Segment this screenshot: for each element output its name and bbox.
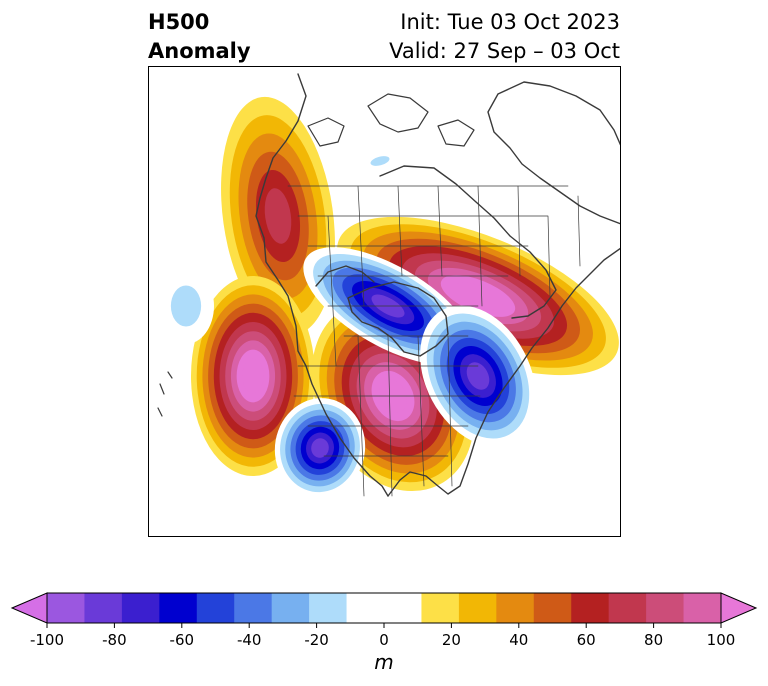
admin-boundaries xyxy=(287,185,581,497)
colorbar-swatch xyxy=(608,593,647,623)
colorbar-tick-label: 100 xyxy=(707,631,736,649)
coastline xyxy=(367,93,429,133)
anomaly-contour xyxy=(242,358,264,394)
anomaly-contour xyxy=(466,362,490,390)
init-time: Init: Tue 03 Oct 2023 xyxy=(400,10,620,34)
field-name: H500 xyxy=(148,10,210,34)
colorbar-extend-low xyxy=(10,592,48,624)
colorbar: -100 -80 -60 -40 -20 0 20 40 60 80 100 m xyxy=(10,592,758,674)
coastline xyxy=(487,81,621,225)
anomaly-contour xyxy=(311,438,329,458)
title-right: Init: Tue 03 Oct 2023 Valid: 27 Sep – 03… xyxy=(389,8,620,66)
colorbar-swatch xyxy=(571,593,610,623)
anomaly-contour xyxy=(264,188,292,244)
colorbar-tick-label: 80 xyxy=(644,631,663,649)
colorbar-swatch xyxy=(384,593,422,623)
trough-anomaly xyxy=(420,305,536,447)
valid-period: Valid: 27 Sep – 03 Oct xyxy=(389,39,620,63)
anomaly-contour xyxy=(453,282,503,310)
colorbar-swatch xyxy=(683,593,722,623)
ridge-anomaly xyxy=(221,96,335,336)
colorbar-swatch xyxy=(346,593,385,623)
trough-anomaly xyxy=(274,398,366,498)
colorbar-tick-label: -20 xyxy=(304,631,329,649)
coastline xyxy=(437,119,475,147)
colorbar-swatch xyxy=(421,593,460,623)
colorbar-swatch xyxy=(533,593,572,623)
field-type: Anomaly xyxy=(148,39,251,63)
colorbar-swatch xyxy=(159,593,198,623)
colorbar-tick-label: -60 xyxy=(170,631,195,649)
colorbar-swatch xyxy=(84,593,123,623)
colorbar-swatch xyxy=(196,593,235,623)
colorbar-swatch xyxy=(458,593,497,623)
colorbar-tick-label: 20 xyxy=(442,631,461,649)
ridge-anomaly xyxy=(337,216,619,376)
title-left: H500 Anomaly xyxy=(148,8,251,66)
colorbar-swatch xyxy=(271,593,310,623)
colorbar-tick-label: -80 xyxy=(102,631,127,649)
coastline xyxy=(157,371,173,417)
colorbar-swatch xyxy=(234,593,273,623)
coastline xyxy=(255,73,389,497)
coastline xyxy=(379,165,557,319)
coastline xyxy=(307,117,345,147)
coastline xyxy=(387,247,621,497)
colorbar-tick-label: 40 xyxy=(509,631,528,649)
colorbar-swatch xyxy=(121,593,160,623)
colorbar-unit: m xyxy=(374,650,393,674)
coastline xyxy=(347,281,449,357)
colorbar-tick-label: -40 xyxy=(237,631,262,649)
colorbar-swatch xyxy=(309,593,348,623)
colorbar-swatch xyxy=(496,593,535,623)
trough-anomaly xyxy=(362,151,398,171)
anomaly-contour xyxy=(170,285,202,327)
colorbar-tick-label: 0 xyxy=(379,631,389,649)
colorbar-swatch xyxy=(646,593,685,623)
anomaly-map xyxy=(148,66,621,537)
trough-anomaly xyxy=(158,268,214,344)
colorbar-tick-label: -100 xyxy=(30,631,64,649)
coastline xyxy=(315,265,375,287)
colorbar-tick-label: 60 xyxy=(577,631,596,649)
colorbar-extend-high xyxy=(720,592,758,624)
colorbar-swatch xyxy=(47,593,85,623)
anomaly-contour xyxy=(370,156,390,166)
